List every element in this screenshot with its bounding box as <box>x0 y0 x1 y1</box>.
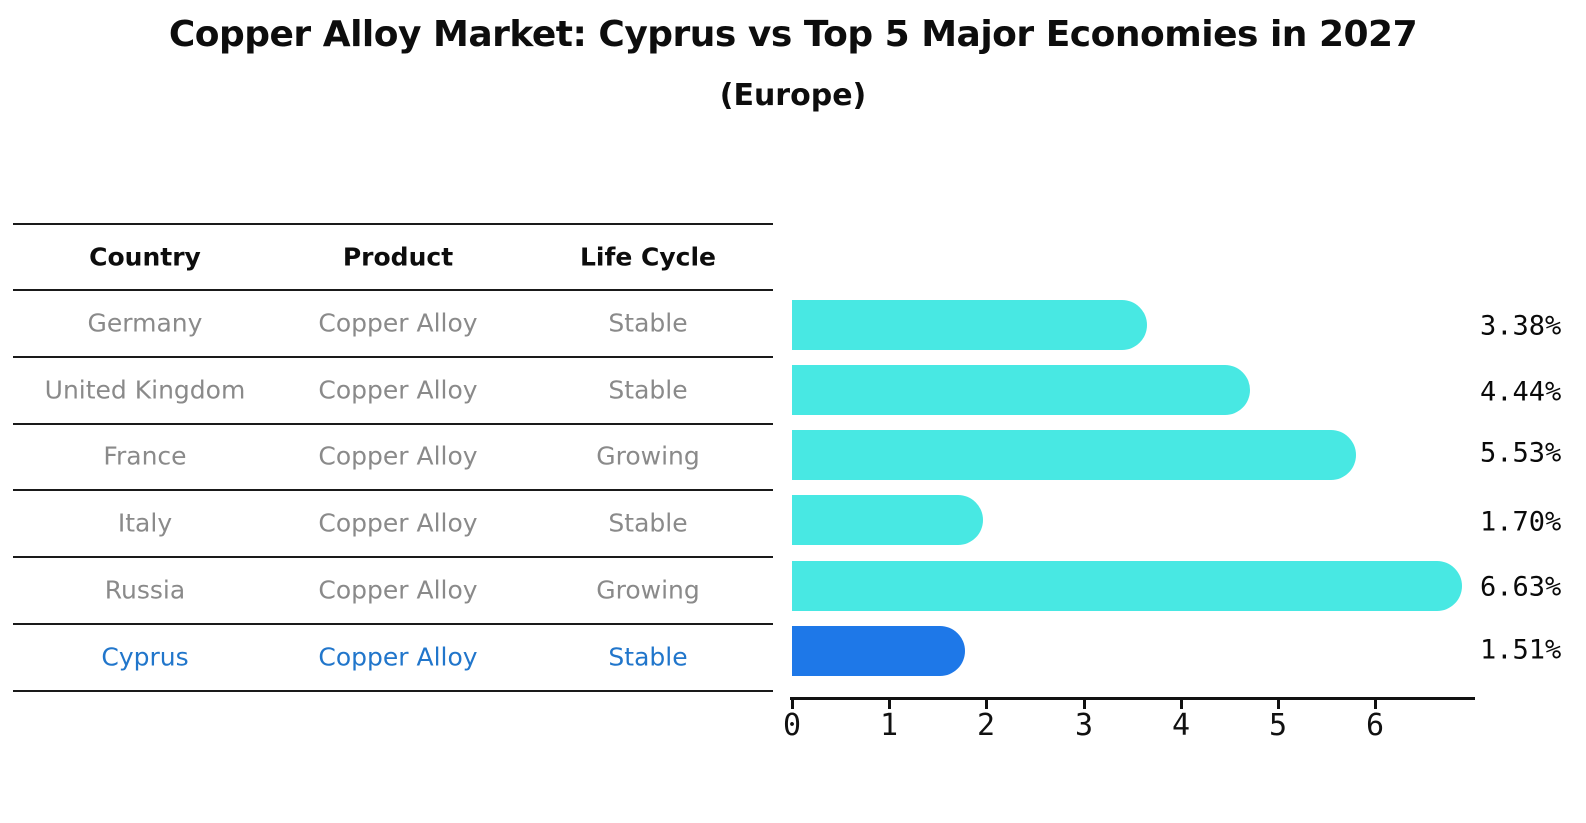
bar-italy <box>792 495 983 545</box>
table-rule-line-5 <box>13 556 773 558</box>
bar-united-kingdom <box>792 365 1250 415</box>
life-cycle-cell-germany: Stable <box>608 308 688 338</box>
value-label-italy: 1.70% <box>1480 506 1562 538</box>
x-axis-tick-1 <box>888 700 891 709</box>
product-cell-france: Copper Alloy <box>318 441 478 471</box>
x-axis-tick-label-4: 4 <box>1171 708 1191 743</box>
product-cell-germany: Copper Alloy <box>318 308 478 338</box>
country-cell-united-kingdom: United Kingdom <box>44 375 246 405</box>
x-axis-tick-0 <box>791 700 794 709</box>
life-cycle-cell-italy: Stable <box>608 508 688 538</box>
life-cycle-cell-france: Growing <box>596 441 700 471</box>
value-label-russia: 6.63% <box>1480 571 1562 603</box>
life-cycle-cell-cyprus: Stable <box>608 642 688 672</box>
x-axis-tick-4 <box>1180 700 1183 709</box>
product-cell-italy: Copper Alloy <box>318 508 478 538</box>
x-axis-tick-5 <box>1277 700 1280 709</box>
x-axis-tick-2 <box>985 700 988 709</box>
x-axis-tick-6 <box>1374 700 1377 709</box>
table-rule-line-2 <box>13 356 773 358</box>
product-cell-united-kingdom: Copper Alloy <box>318 375 478 405</box>
country-cell-germany: Germany <box>87 308 203 338</box>
table-header-country: Country <box>89 242 201 272</box>
chart-title: Copper Alloy Market: Cyprus vs Top 5 Maj… <box>168 14 1418 55</box>
x-axis-tick-label-3: 3 <box>1074 708 1094 743</box>
product-cell-russia: Copper Alloy <box>318 575 478 605</box>
life-cycle-cell-russia: Growing <box>596 575 700 605</box>
value-label-france: 5.53% <box>1480 437 1562 469</box>
country-cell-italy: Italy <box>117 508 173 538</box>
bar-russia <box>792 561 1462 611</box>
table-rule-line-6 <box>13 623 773 625</box>
country-cell-cyprus: Cyprus <box>101 642 189 672</box>
x-axis-tick-label-0: 0 <box>782 708 802 743</box>
country-cell-russia: Russia <box>104 575 186 605</box>
country-cell-france: France <box>103 441 187 471</box>
bar-france <box>792 430 1356 480</box>
bar-germany <box>792 300 1147 350</box>
x-axis-tick-3 <box>1083 700 1086 709</box>
table-rule-line-0 <box>13 223 773 225</box>
x-axis-tick-label-2: 2 <box>976 708 996 743</box>
table-rule-line-7 <box>13 690 773 692</box>
x-axis-tick-label-6: 6 <box>1365 708 1385 743</box>
table-rule-line-3 <box>13 423 773 425</box>
table-header-product: Product <box>342 242 454 272</box>
x-axis-tick-label-1: 1 <box>879 708 899 743</box>
x-axis-line <box>790 697 1475 700</box>
bar-cyprus <box>792 626 965 676</box>
value-label-germany: 3.38% <box>1480 310 1562 342</box>
table-header-life-cycle: Life Cycle <box>579 242 717 272</box>
value-label-cyprus: 1.51% <box>1480 634 1562 666</box>
x-axis-tick-label-5: 5 <box>1268 708 1288 743</box>
chart-subtitle: (Europe) <box>719 78 867 113</box>
life-cycle-cell-united-kingdom: Stable <box>608 375 688 405</box>
value-label-united-kingdom: 4.44% <box>1480 376 1562 408</box>
product-cell-cyprus: Copper Alloy <box>318 642 478 672</box>
table-rule-line-1 <box>13 289 773 291</box>
table-rule-line-4 <box>13 489 773 491</box>
